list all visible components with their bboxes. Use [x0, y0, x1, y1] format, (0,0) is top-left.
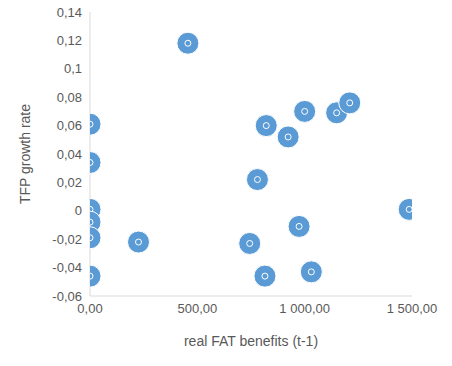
- svg-text:1 500,00: 1 500,00: [387, 301, 438, 316]
- svg-text:0,06: 0,06: [57, 118, 82, 133]
- svg-text:-0,06: -0,06: [52, 289, 82, 304]
- svg-text:0,1: 0,1: [64, 61, 82, 76]
- svg-text:0,08: 0,08: [57, 90, 82, 105]
- svg-text:0,00: 0,00: [77, 301, 103, 317]
- svg-text:-0,04: -0,04: [52, 260, 82, 275]
- svg-text:0,04: 0,04: [57, 147, 82, 162]
- svg-text:0,14: 0,14: [57, 5, 82, 20]
- svg-text:500,00: 500,00: [177, 301, 217, 316]
- svg-text:0: 0: [75, 203, 82, 218]
- svg-text:1 000,00: 1 000,00: [279, 301, 330, 316]
- svg-text:0,12: 0,12: [57, 33, 82, 48]
- svg-text:-0,02: -0,02: [52, 232, 82, 247]
- svg-text:real FAT benefits (t-1): real FAT benefits (t-1): [184, 333, 318, 349]
- svg-text:0,02: 0,02: [57, 175, 82, 190]
- svg-text:TFP growth rate: TFP growth rate: [17, 104, 33, 204]
